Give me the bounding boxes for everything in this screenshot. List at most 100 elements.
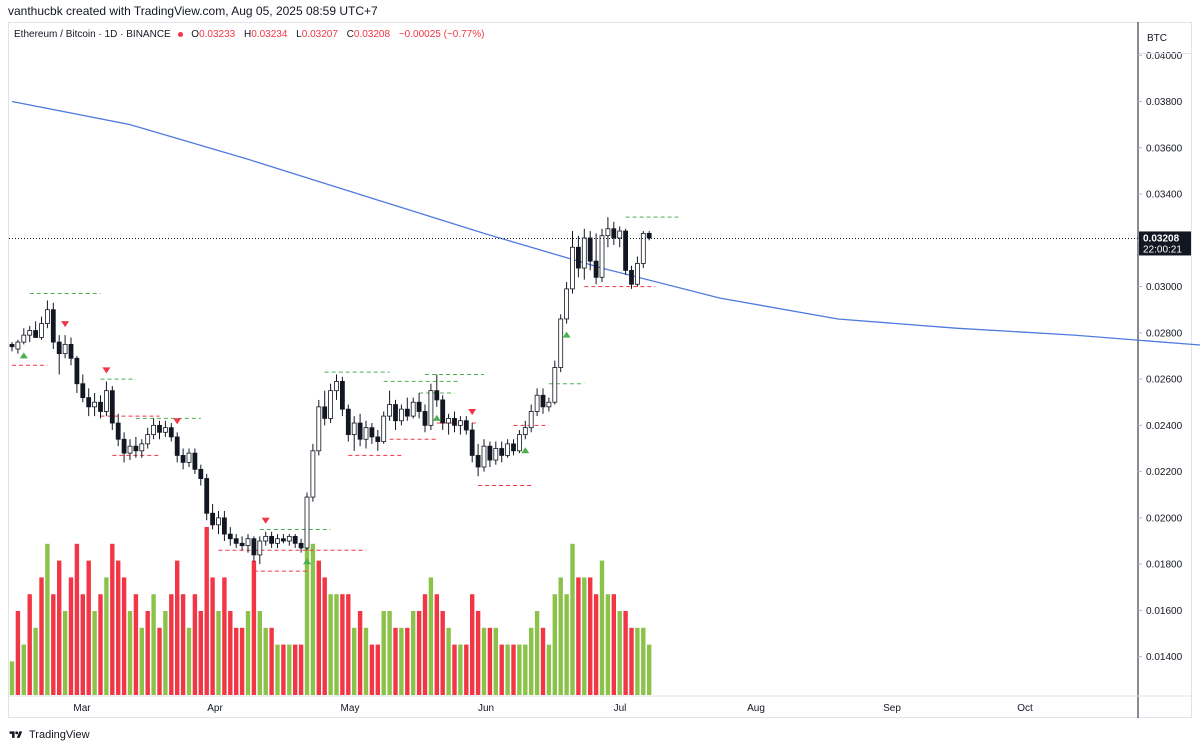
volume-bar	[458, 644, 463, 695]
volume-bar	[86, 560, 91, 695]
volume-bar	[493, 627, 498, 695]
candle-body	[233, 538, 239, 544]
volume-bar	[210, 577, 215, 695]
volume-bar	[62, 611, 68, 695]
volume-bar	[239, 627, 245, 695]
candle-body	[398, 408, 404, 422]
volume-bar	[340, 594, 345, 695]
legend-open: 0.03233	[199, 29, 236, 40]
candle-body	[381, 415, 387, 442]
buy-signal-icon	[562, 331, 571, 338]
volume-bar	[611, 594, 616, 695]
candle-body	[640, 232, 646, 264]
candle-body	[68, 343, 74, 359]
volume-bar	[287, 644, 292, 695]
volume-bar	[434, 594, 439, 695]
volume-bar	[357, 611, 363, 695]
volume-bar	[263, 627, 268, 695]
volume-bar	[369, 644, 375, 695]
volume-bar	[363, 627, 369, 695]
price-tick-label: 0.03800	[1146, 97, 1183, 108]
candle-body	[493, 448, 499, 461]
volume-bar	[416, 611, 422, 695]
volume-bar	[352, 627, 357, 695]
candle-body	[98, 401, 103, 412]
candle-body	[517, 434, 522, 452]
candle-body	[404, 408, 410, 417]
volume-bar	[475, 611, 481, 695]
volume-bar	[133, 594, 139, 695]
volume-bar	[293, 644, 298, 695]
volume-bar	[304, 527, 310, 695]
candle-body	[15, 341, 21, 350]
volume-bar	[245, 611, 251, 695]
candle-body	[45, 309, 50, 324]
candle-body	[635, 263, 640, 285]
legend-high-label: H	[244, 29, 252, 40]
volume-bar	[298, 644, 304, 695]
candle-body	[62, 343, 68, 355]
candle-body	[263, 535, 269, 542]
candle-body	[457, 420, 463, 426]
volume-bar	[641, 627, 646, 695]
candle-body	[410, 401, 416, 417]
candle-body	[623, 230, 628, 271]
candle-body	[286, 535, 292, 542]
candle-body	[192, 452, 198, 470]
price-tick-label: 0.02600	[1146, 375, 1183, 386]
candle-body	[121, 438, 127, 454]
axis-currency-label[interactable]: BTC	[1139, 24, 1192, 54]
legend-close-label: C	[346, 29, 354, 40]
candle-body	[227, 533, 233, 540]
price-tick-label: 0.03400	[1146, 190, 1183, 201]
volume-bar	[517, 644, 522, 695]
time-tick-label: Jun	[478, 703, 494, 714]
candle-body	[446, 418, 452, 424]
candle-body	[452, 418, 457, 426]
candle-body	[469, 429, 475, 456]
candle-body	[528, 411, 534, 429]
candle-body	[27, 330, 33, 336]
price-tick-label: 0.03600	[1146, 143, 1183, 154]
candle-body	[275, 538, 280, 544]
volume-bar	[322, 577, 327, 695]
candle-body	[133, 445, 139, 452]
volume-bar	[534, 611, 540, 695]
volume-bar	[151, 594, 156, 695]
volume-bar	[629, 627, 634, 695]
candle-body	[522, 427, 528, 436]
candle-body	[481, 445, 487, 468]
candle-body	[345, 408, 351, 436]
candle-body	[617, 230, 623, 239]
candle-body	[558, 318, 564, 368]
legend-change: −0.00025 (−0.77%)	[398, 29, 485, 40]
candle-body	[499, 448, 505, 456]
volume-bar	[481, 627, 487, 695]
volume-bar	[635, 627, 640, 695]
volume-bar	[405, 627, 410, 695]
time-tick-label: Oct	[1017, 703, 1033, 714]
volume-bar	[375, 644, 380, 695]
candle-body	[552, 367, 558, 403]
volume-bar	[198, 611, 203, 695]
candle-body	[576, 246, 581, 269]
candle-body	[629, 269, 634, 285]
candle-body	[534, 394, 540, 412]
volume-bar	[186, 627, 192, 695]
legend-low: 0.03207	[301, 29, 338, 40]
candle-body	[387, 404, 393, 417]
creator-bar: vanthucbk created with TradingView.com, …	[0, 0, 1200, 22]
candle-body	[145, 434, 151, 445]
volume-bar	[104, 577, 109, 695]
candle-body	[475, 455, 481, 468]
volume-bar	[564, 594, 569, 695]
volume-bar	[9, 661, 15, 695]
volume-bar	[204, 527, 209, 695]
candle-body	[186, 452, 192, 463]
volume-bar	[440, 611, 445, 695]
candle-body	[198, 468, 204, 479]
candle-body	[357, 422, 363, 440]
volume-bar	[576, 577, 581, 695]
time-tick-label: Jul	[614, 703, 627, 714]
